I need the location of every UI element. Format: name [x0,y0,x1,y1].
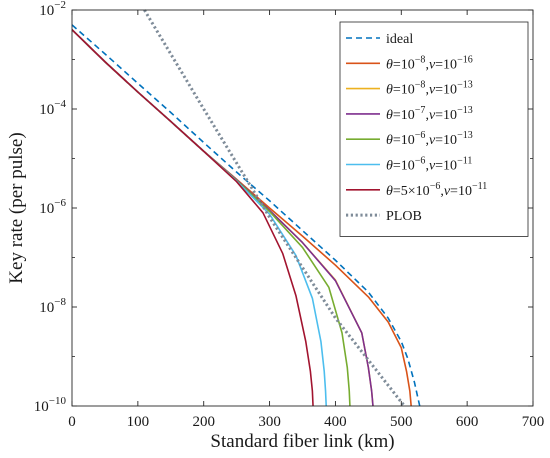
y-tick-label: 10−10 [34,395,67,415]
series-line-8 [143,9,406,407]
legend-label: θ=10−8,ν=10−16 [386,54,473,72]
legend-label: θ=10−6,ν=10−13 [386,130,473,148]
legend: ideal θ=10−8,ν=10−16 θ=10−8,ν=10−13 θ=10−7,… [339,21,529,237]
series-line-7 [71,29,314,407]
y-tick-label: 10−6 [39,197,66,217]
legend-label: θ=10−6,ν=10−11 [386,156,472,174]
x-tick-label: 200 [192,414,215,430]
axes-layer: 0 100 200 300 400 500 600 700 10−10 10−8 10−6 10−4 1… [34,0,544,430]
legend-label: θ=5×10−6,ν=10−11 [386,181,487,199]
legend-box [339,21,529,237]
y-axis-title: Key rate (per pulse) [6,132,27,283]
x-tick-label: 700 [522,414,545,430]
y-tick-label: 10−8 [39,296,66,316]
legend-label: θ=10−8,ν=10−13 [386,80,473,98]
x-tick-label: 600 [456,414,479,430]
legend-label: ideal [386,32,413,47]
y-tick-label: 10−2 [39,0,66,19]
legend-label: θ=10−7,ν=10−13 [386,105,473,123]
x-tick-label: 0 [68,414,76,430]
x-tick-label: 400 [324,414,347,430]
y-tick-label: 10−4 [39,98,66,118]
series-line-1 [71,24,421,407]
x-tick-label: 100 [127,414,150,430]
x-tick-label: 300 [258,414,281,430]
legend-label: PLOB [386,209,422,224]
x-axis-title: Standard fiber link (km) [210,431,394,452]
x-tick-label: 500 [390,414,413,430]
series-layer [71,9,421,407]
